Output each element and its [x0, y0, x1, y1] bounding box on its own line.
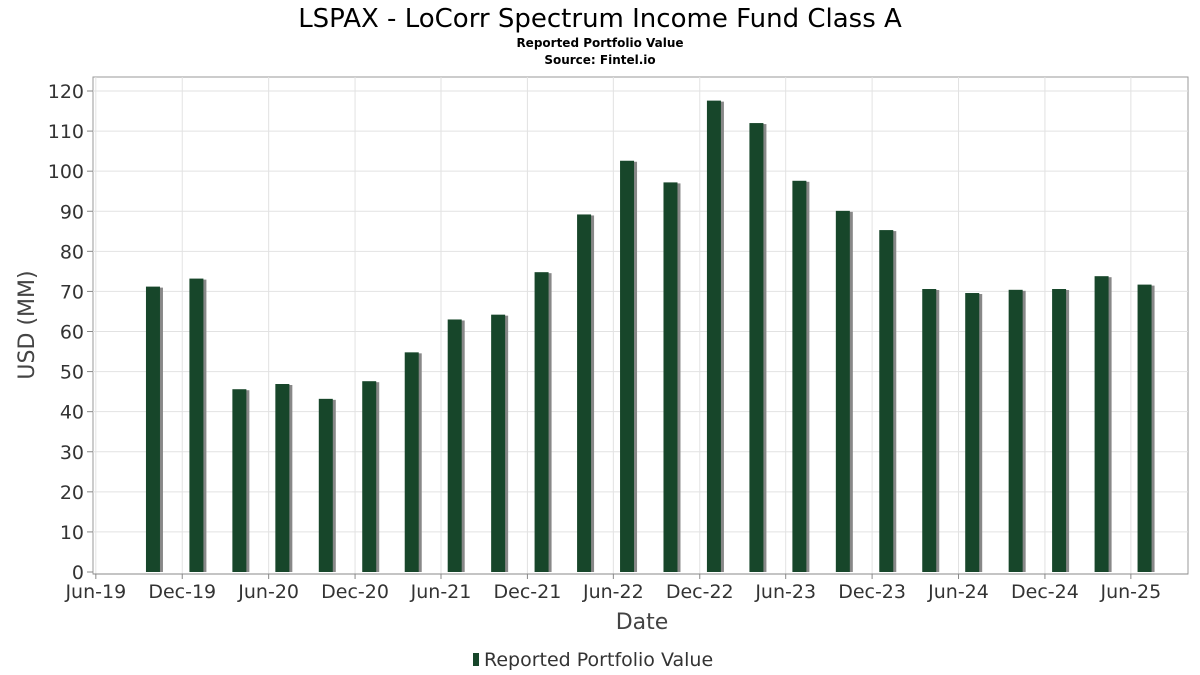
- bar: [749, 123, 764, 573]
- grid-lines: [93, 77, 1188, 574]
- x-tick-label: Dec-24: [1011, 581, 1079, 603]
- bar: [663, 182, 678, 572]
- y-tick-label: 50: [60, 362, 84, 384]
- x-tick-label: Jun-24: [927, 581, 989, 603]
- legend-swatch: [473, 653, 479, 666]
- bar: [318, 398, 333, 572]
- y-tick-label: 40: [60, 402, 84, 424]
- bar: [835, 210, 850, 572]
- bar: [145, 286, 160, 572]
- x-tick-label: Jun-22: [582, 581, 644, 603]
- y-tick-label: 120: [48, 81, 84, 103]
- bar: [275, 384, 290, 572]
- x-tick-label: Dec-19: [148, 581, 216, 603]
- chart-title: LSPAX - LoCorr Spectrum Income Fund Clas…: [298, 4, 902, 34]
- y-tick-label: 110: [48, 121, 84, 143]
- y-tick-label: 60: [60, 322, 84, 344]
- bar: [706, 100, 721, 573]
- bar: [1008, 289, 1023, 572]
- bar: [879, 230, 894, 572]
- y-tick-label: 80: [60, 241, 84, 263]
- bar: [404, 352, 419, 572]
- x-tick-label: Jun-19: [64, 581, 126, 603]
- x-tick-label: Jun-25: [1099, 581, 1161, 603]
- bar: [577, 214, 592, 572]
- bar: [1052, 289, 1067, 572]
- x-tick-label: Dec-20: [321, 581, 389, 603]
- x-tick-label: Dec-23: [838, 581, 906, 603]
- chart-source: Source: Fintel.io: [544, 53, 655, 67]
- y-tick-label: 20: [60, 482, 84, 504]
- bar: [1137, 284, 1152, 572]
- bar: [620, 160, 635, 572]
- bar: [1094, 276, 1109, 572]
- y-tick-label: 10: [60, 522, 84, 544]
- x-tick-label: Dec-22: [666, 581, 734, 603]
- legend: Reported Portfolio Value: [473, 649, 713, 671]
- bar: [232, 389, 247, 572]
- bar: [491, 314, 506, 572]
- y-tick-label: 70: [60, 281, 84, 303]
- y-tick-label: 90: [60, 201, 84, 223]
- bars: [145, 100, 1155, 573]
- bar: [447, 319, 462, 572]
- axes: 0 10 20 30 40 50 60 70 80 90 100 110 120 Jun-19 Dec-19…: [48, 81, 1188, 603]
- x-tick-label: Dec-21: [494, 581, 562, 603]
- y-tick-label: 30: [60, 442, 84, 464]
- x-tick-label: Jun-23: [754, 581, 816, 603]
- bar: [362, 381, 377, 572]
- x-tick-label: Jun-20: [237, 581, 299, 603]
- y-tick-label: 100: [48, 161, 84, 183]
- bar: [534, 272, 549, 572]
- x-axis-label: Date: [616, 610, 669, 635]
- legend-label: Reported Portfolio Value: [484, 649, 713, 671]
- bar: [189, 278, 204, 572]
- y-axis-label: USD (MM): [15, 270, 40, 379]
- y-tick-label: 0: [72, 562, 84, 584]
- bar: [965, 293, 980, 572]
- bar: [792, 180, 807, 572]
- bar: [922, 289, 937, 572]
- x-tick-label: Jun-21: [410, 581, 472, 603]
- chart-subtitle: Reported Portfolio Value: [516, 36, 683, 50]
